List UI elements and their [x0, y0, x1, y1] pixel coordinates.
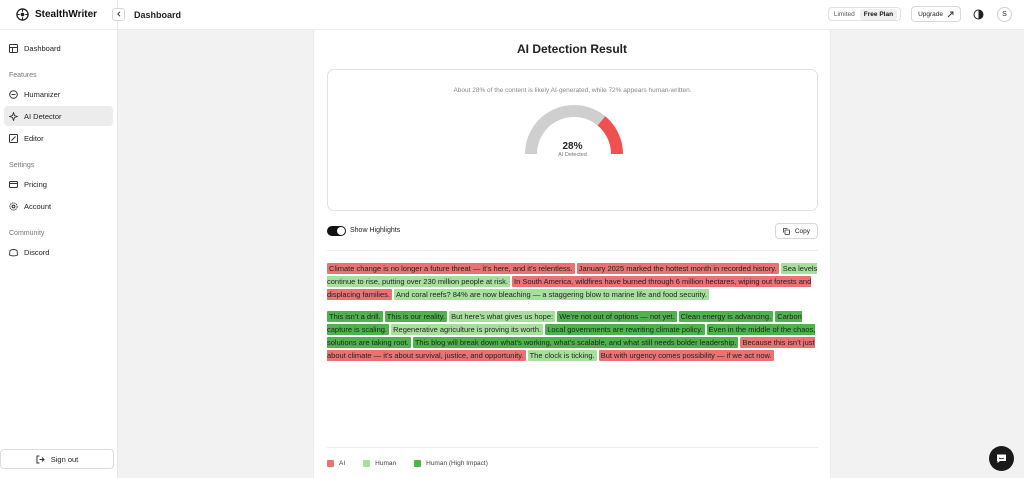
analyzed-paragraph: This isn’t a drill. This is our reality.… [327, 310, 818, 362]
sidebar-item-label: Account [24, 201, 52, 211]
sidebar-item-label: Humanizer [24, 89, 61, 99]
highlight-high-sentence: We’re not out of options — not yet. [557, 311, 677, 322]
upgrade-button[interactable]: Upgrade [911, 6, 961, 22]
brand-name: StealthWriter [35, 9, 98, 20]
sign-out-icon [36, 455, 45, 464]
discord-icon [9, 248, 18, 257]
sidebar-item-dashboard[interactable]: Dashboard [4, 38, 113, 58]
sidebar-item-discord[interactable]: Discord [4, 242, 113, 262]
ai-score-gauge [525, 105, 623, 155]
legend-label: AI [339, 460, 346, 467]
analyzed-paragraph: Climate change is no longer a future thr… [327, 262, 818, 301]
upgrade-icon [947, 11, 954, 18]
highlight-high-sentence: This blog will break down what’s working… [412, 337, 739, 348]
sidebar-item-label: AI Detector [24, 111, 62, 121]
legend-swatch [414, 460, 422, 467]
chat-icon [996, 453, 1007, 464]
show-highlights-toggle[interactable] [327, 226, 346, 236]
sidebar-section-settings: Settings [9, 161, 35, 169]
sidebar-section-community: Community [9, 229, 45, 237]
highlight-high-sentence: This isn’t a drill. [327, 311, 383, 322]
topbar: Dashboard Limited Free Plan Upgrade S [112, 0, 1024, 30]
plan-label: Limited [833, 10, 855, 18]
sign-out-button[interactable]: Sign out [0, 449, 114, 469]
avatar[interactable]: S [997, 6, 1012, 22]
ai-score-value: 28% [562, 141, 583, 152]
score-card: About 28% of the content is likely AI-ge… [327, 69, 818, 211]
highlight-ai-sentence: Climate change is no longer a future thr… [327, 263, 575, 274]
highlight-human-sentence: And coral reefs? 84% are now bleaching —… [394, 289, 709, 300]
gauge-ai-fill [597, 116, 623, 155]
ai-detection-panel: AI Detection Result About 28% of the con… [313, 30, 831, 478]
legend-swatch [363, 460, 371, 467]
highlight-human-sentence: The clock is ticking. [527, 350, 597, 361]
copy-button[interactable]: Copy [774, 223, 818, 239]
dashboard-icon [9, 43, 18, 53]
sidebar-item-label: Dashboard [24, 43, 61, 53]
plan-badge: Free Plan [859, 8, 898, 20]
highlight-controls: Show Highlights Copy [327, 223, 818, 241]
highlight-legend: AI Human Human (High Impact) [327, 460, 506, 467]
gauge-track [525, 105, 606, 155]
sidebar-item-label: Editor [24, 133, 44, 143]
chevron-left-icon [116, 10, 122, 19]
sidebar-item-label: Pricing [24, 179, 47, 189]
legend-label: Human (High Impact) [426, 460, 488, 467]
highlight-human-sentence: But here’s what gives us hope: [449, 311, 556, 322]
highlight-high-sentence: This is our reality. [384, 311, 447, 322]
legend-item-ai: AI [327, 460, 345, 467]
theme-icon [973, 9, 984, 20]
score-summary: About 28% of the content is likely AI-ge… [453, 87, 692, 94]
sidebar-item-ai-detector[interactable]: AI Detector [4, 106, 113, 126]
sidebar-item-pricing[interactable]: Pricing [4, 174, 113, 194]
analyzed-text: Climate change is no longer a future thr… [327, 262, 818, 371]
legend-swatch [327, 460, 334, 467]
copy-label: Copy [794, 227, 810, 235]
sign-out-label: Sign out [50, 454, 79, 464]
sidebar: StealthWriter Dashboard Features Humaniz… [0, 0, 118, 478]
sidebar-item-humanizer[interactable]: Humanizer [4, 84, 113, 104]
result-title: AI Detection Result [516, 42, 627, 56]
sidebar-item-editor[interactable]: Editor [4, 128, 113, 148]
brand[interactable]: StealthWriter [0, 0, 117, 30]
theme-toggle-button[interactable] [970, 6, 986, 22]
page-title: Dashboard [134, 9, 182, 20]
highlight-high-sentence: Local governments are rewriting climate … [545, 324, 705, 335]
highlight-high-sentence: Clean energy is advancing. [678, 311, 774, 322]
sidebar-section-features: Features [9, 71, 37, 79]
highlight-human-sentence: Regenerative agriculture is proving its … [391, 324, 544, 335]
brand-logo-icon [16, 8, 29, 21]
topbar-actions: Limited Free Plan Upgrade S [827, 6, 1012, 22]
upgrade-label: Upgrade [918, 10, 943, 18]
highlight-ai-sentence: January 2025 marked the hottest month in… [576, 263, 779, 274]
editor-icon [9, 133, 18, 143]
legend-item-human: Human [363, 460, 396, 467]
toggle-knob [337, 227, 345, 235]
gear-icon [9, 201, 18, 211]
legend-label: Human [375, 460, 397, 467]
divider [327, 447, 818, 448]
ai-score-label: AI Detected [558, 152, 587, 158]
card-icon [9, 180, 18, 189]
chat-support-button[interactable] [989, 446, 1014, 471]
detector-icon [9, 111, 18, 121]
copy-icon [782, 227, 790, 235]
sidebar-item-account[interactable]: Account [4, 196, 113, 216]
plan-indicator: Limited Free Plan [827, 7, 902, 21]
divider [327, 250, 818, 251]
legend-item-high: Human (High Impact) [414, 460, 488, 467]
sidebar-item-label: Discord [24, 247, 50, 257]
highlight-ai-sentence: But with urgency comes possibility — if … [598, 350, 774, 361]
show-highlights-label: Show Highlights [350, 227, 401, 234]
collapse-sidebar-button[interactable] [112, 8, 125, 21]
humanizer-icon [9, 89, 18, 99]
